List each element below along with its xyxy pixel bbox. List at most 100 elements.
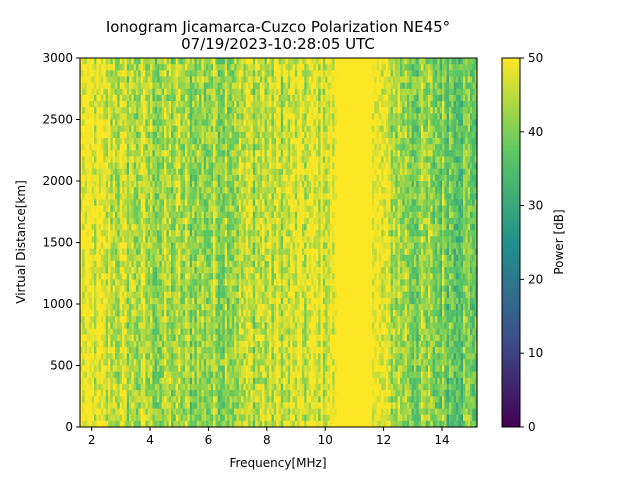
heatmap-cell [175, 94, 179, 102]
heatmap-cell [196, 273, 200, 280]
heatmap-cell [108, 390, 111, 397]
heatmap-cell [152, 217, 156, 225]
heatmap-cell [269, 168, 273, 176]
heatmap-cell [164, 316, 168, 324]
heatmap-cell [82, 199, 86, 207]
heatmap-cell [187, 181, 191, 188]
heatmap-cell [187, 156, 191, 164]
heatmap-cell [194, 101, 198, 108]
heatmap-cell [129, 101, 132, 108]
heatmap-cell [96, 162, 100, 170]
heatmap-cell [133, 353, 137, 360]
heatmap-cell [84, 168, 88, 176]
heatmap-cell [189, 334, 193, 342]
heatmap-cell [196, 242, 200, 250]
heatmap-cell [110, 174, 114, 182]
heatmap-cell [124, 181, 128, 188]
heatmap-cell [178, 58, 182, 65]
heatmap-cell [145, 101, 149, 108]
heatmap-cell [96, 365, 100, 373]
heatmap-cell [234, 94, 238, 102]
heatmap-cell [173, 236, 177, 244]
heatmap-cell [241, 334, 245, 342]
heatmap-cell [175, 76, 179, 84]
heatmap-cell [206, 334, 210, 342]
heatmap-cell [147, 322, 151, 330]
heatmap-cell [180, 347, 184, 354]
heatmap-cell [257, 193, 261, 201]
heatmap-cell [234, 383, 238, 391]
heatmap-cell [257, 94, 261, 102]
heatmap-cell [210, 94, 214, 102]
heatmap-cell [140, 162, 144, 170]
heatmap-cell [119, 230, 123, 237]
heatmap-cell [94, 70, 97, 78]
heatmap-cell [231, 420, 235, 428]
heatmap-cell [129, 285, 132, 293]
heatmap-cell [119, 353, 123, 360]
heatmap-cell [224, 347, 228, 354]
heatmap-cell [189, 390, 193, 397]
heatmap-cell [206, 187, 210, 194]
heatmap-cell [124, 217, 128, 225]
heatmap-cell [98, 340, 102, 348]
heatmap-cell [201, 279, 205, 287]
heatmap-cell [231, 119, 235, 127]
heatmap-cell [201, 408, 205, 416]
heatmap-cell [145, 187, 149, 194]
heatmap-cell [161, 371, 165, 379]
heatmap-cell [138, 101, 142, 108]
heatmap-cell [143, 125, 146, 133]
heatmap-cell [80, 224, 83, 231]
heatmap-cell [173, 58, 177, 65]
heatmap-cell [103, 291, 107, 299]
heatmap-cell [255, 414, 259, 422]
heatmap-cell [252, 107, 256, 114]
heatmap-cell [98, 285, 102, 293]
heatmap-cell [112, 113, 116, 121]
heatmap-cell [119, 304, 123, 311]
heatmap-cell [136, 328, 139, 336]
heatmap-cell [96, 291, 100, 299]
heatmap-cell [234, 328, 238, 336]
heatmap-cell [215, 150, 219, 157]
heatmap-cell [117, 334, 121, 342]
heatmap-cell [110, 383, 114, 391]
heatmap-cell [259, 107, 263, 114]
heatmap-cell [178, 383, 182, 391]
heatmap-cell [250, 131, 254, 139]
heatmap-cell [96, 199, 100, 207]
heatmap-cell [236, 230, 240, 237]
heatmap-cell [161, 242, 165, 250]
heatmap-cell [238, 113, 242, 121]
heatmap-cell [171, 377, 175, 385]
heatmap-cell [201, 70, 205, 78]
heatmap-cell [108, 107, 111, 114]
heatmap-cell [91, 291, 95, 299]
heatmap-cell [166, 236, 170, 244]
heatmap-cell [152, 285, 156, 293]
heatmap-cell [173, 408, 177, 416]
heatmap-cell [98, 125, 102, 133]
heatmap-cell [250, 193, 254, 201]
heatmap-cell [201, 371, 205, 379]
heatmap-cell [243, 70, 247, 78]
heatmap-cell [112, 310, 116, 317]
heatmap-cell [220, 334, 224, 342]
heatmap-cell [266, 193, 270, 201]
heatmap-cell [96, 279, 100, 287]
heatmap-cell [166, 162, 170, 170]
heatmap-cell [199, 383, 203, 391]
heatmap-cell [236, 353, 240, 360]
heatmap-cell [82, 390, 86, 397]
heatmap-cell [217, 408, 221, 416]
heatmap-cell [161, 217, 165, 225]
heatmap-cell [220, 199, 224, 207]
heatmap-cell [234, 187, 238, 194]
heatmap-cell [182, 254, 186, 262]
heatmap-cell [103, 82, 107, 90]
heatmap-cell [241, 76, 245, 84]
heatmap-cell [259, 193, 263, 201]
heatmap-cell [255, 64, 259, 71]
heatmap-cell [262, 181, 266, 188]
